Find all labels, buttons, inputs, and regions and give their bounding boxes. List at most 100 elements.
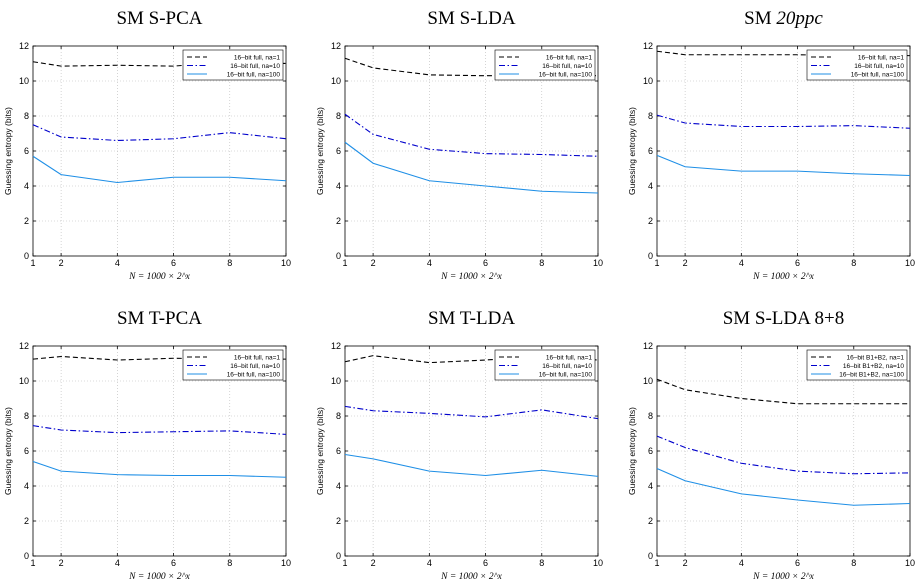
x-tick-label: 8 [227,258,232,268]
legend: 16–bit full, na=1 16–bit full, na=1016–bi… [182,49,284,81]
y-axis-label: Guessing entropy (bits) [3,407,13,495]
x-tick-label: 4 [739,558,744,568]
legend-label-1: 16–bit B1+B2, na=1 [847,354,905,361]
y-tick-label: 0 [24,251,29,261]
y-tick-label: 10 [331,376,341,386]
y-tick-label: 4 [24,181,29,191]
series-line-1 [656,378,910,405]
legend-label-1: 16–bit full, na=1 [546,54,592,61]
chart-title: SM S-LDA [427,8,515,29]
y-tick-label: 4 [648,481,653,491]
series-line-2 [344,405,599,420]
legend: 16–bit full, na=1 16–bit full, na=1016–bi… [182,349,284,381]
x-axis-label: N = 1000 × 2^x [752,272,814,282]
legend-label-1: 16–bit full, na=1 [234,54,280,61]
legend-label-2: 16–bit full, na=10 [854,63,904,70]
x-tick-label: 1 [342,258,347,268]
legend-label-1: 16–bit full, na=1 [858,54,904,61]
legend-label-3: 16–bit full, na=100 [227,71,281,78]
x-axis-label: N = 1000 × 2^x [440,272,502,282]
y-axis-label: Guessing entropy (bits) [315,107,325,195]
y-tick-label: 8 [24,111,29,121]
y-tick-label: 4 [24,481,29,491]
x-tick-label: 4 [739,258,744,268]
chart-title-italic: 20ppc [776,8,823,29]
series-line-1 [656,50,910,57]
series-line-3 [656,467,911,506]
legend: 16–bit full, na=1 16–bit full, na=1016–bi… [494,49,596,81]
y-tick-label: 4 [336,181,341,191]
x-tick-label: 4 [427,558,432,568]
x-tick-label: 2 [371,558,376,568]
y-tick-label: 6 [24,446,29,456]
legend-label-2: 16–bit full, na=10 [230,363,280,370]
x-tick-label: 8 [539,558,544,568]
legend-label-2: 16–bit full, na=10 [542,63,592,70]
x-axis-label: N = 1000 × 2^x [128,572,190,582]
y-tick-label: 8 [648,111,653,121]
x-tick-label: 10 [281,558,291,568]
y-tick-label: 2 [648,216,653,226]
x-tick-label: 6 [171,258,176,268]
y-tick-label: 10 [643,76,653,86]
series-line-2 [656,114,911,129]
x-tick-label: 8 [851,558,856,568]
x-tick-label: 10 [905,258,915,268]
y-tick-label: 8 [336,411,341,421]
x-tick-label: 10 [593,558,603,568]
x-tick-label: 6 [795,558,800,568]
y-tick-label: 0 [336,551,341,561]
legend-label-3: 16–bit full, na=100 [851,71,905,78]
x-tick-label: 4 [427,258,432,268]
series-line-3 [344,453,599,477]
legend-label-1: 16–bit full, na=1 [546,354,592,361]
y-tick-label: 10 [331,76,341,86]
y-tick-label: 6 [648,446,653,456]
legend-label-2: 16–bit B1+B2, na=10 [843,363,904,370]
x-tick-label: 6 [795,258,800,268]
series-line-2 [32,124,287,142]
x-axis-label: N = 1000 × 2^x [440,572,502,582]
chart-title: SM T-PCA [117,308,202,329]
legend-label-1: 16–bit full, na=1 [234,354,280,361]
y-tick-label: 2 [648,516,653,526]
y-tick-label: 0 [24,551,29,561]
x-tick-label: 1 [30,558,35,568]
x-tick-label: 6 [483,258,488,268]
series-line-3 [656,154,911,177]
legend: 16–bit full, na=1 16–bit full, na=1016–bi… [806,49,908,81]
series-line-2 [32,425,287,435]
y-tick-label: 6 [24,146,29,156]
x-tick-label: 6 [483,558,488,568]
x-tick-label: 1 [654,558,659,568]
x-tick-label: 6 [171,558,176,568]
chart-title: SM T-LDA [428,308,515,329]
x-tick-label: 2 [59,558,64,568]
y-tick-label: 4 [648,181,653,191]
x-tick-label: 8 [227,558,232,568]
y-tick-label: 8 [336,111,341,121]
y-tick-label: 0 [648,551,653,561]
x-tick-label: 8 [539,258,544,268]
y-tick-label: 8 [648,411,653,421]
x-tick-label: 10 [593,258,603,268]
legend-label-3: 16–bit B1+B2, na=100 [839,371,904,378]
y-tick-label: 6 [648,146,653,156]
y-tick-label: 10 [643,376,653,386]
x-tick-label: 4 [115,258,120,268]
y-axis-label: Guessing entropy (bits) [3,107,13,195]
chart-title-prefix: SM [744,8,776,29]
series-line-3 [32,460,287,478]
x-tick-label: 2 [683,258,688,268]
y-axis-label: Guessing entropy (bits) [627,107,637,195]
x-tick-label: 1 [654,258,659,268]
legend-label-3: 16–bit full, na=100 [539,71,593,78]
x-tick-label: 8 [851,258,856,268]
